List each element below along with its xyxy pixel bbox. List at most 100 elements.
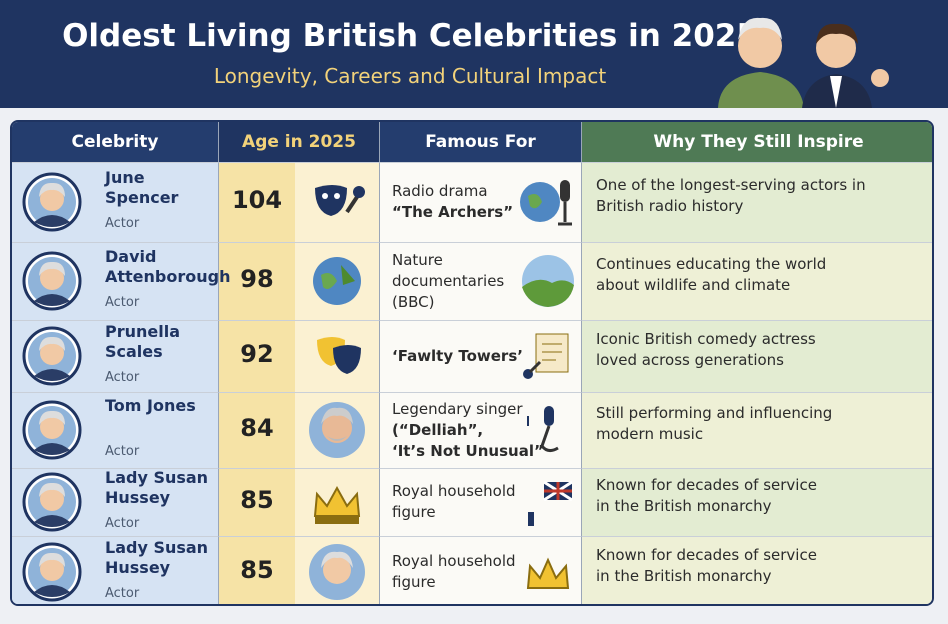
famous-text: Royal household figure xyxy=(392,481,522,523)
inspire-cell xyxy=(582,242,932,320)
age-icon xyxy=(313,257,361,305)
age-icon xyxy=(309,544,365,600)
famous-line: (“Delliah”, xyxy=(392,420,484,439)
inspire-line: Still performing and influencing xyxy=(596,404,833,422)
inspire-line: Known for decades of service xyxy=(596,546,817,564)
inspire-line: in the British monarchy xyxy=(596,567,772,585)
age-cell xyxy=(219,468,295,536)
inspire-line: modern music xyxy=(596,425,704,443)
inspire-line: in the British monarchy xyxy=(596,497,772,515)
table-row: Tom Jones Actor 84 Legendary singer (“Dellia… xyxy=(12,392,932,468)
table-row: Lady Susan Hussey Actor 85 Royal household f… xyxy=(12,536,932,604)
celebrity-name: David Attenborough xyxy=(105,247,231,286)
age: 104 xyxy=(231,186,283,214)
table-row: Lady Susan Hussey Actor 85 Royal household f… xyxy=(12,468,932,536)
age-cell xyxy=(219,536,295,604)
inspire-cell xyxy=(582,320,932,392)
famous-cell xyxy=(380,468,582,536)
column-header: Famous For xyxy=(380,122,582,162)
title: Oldest Living British Celebrities in 202… xyxy=(62,18,758,54)
avatar xyxy=(22,400,82,460)
table-row: David Attenborough Actor 98 Nature documenta… xyxy=(12,242,932,320)
age-cell xyxy=(219,320,295,392)
famous-line: ‘Fawlty Towers’ xyxy=(392,346,523,365)
inspire-text: Still performing and influencing modern m… xyxy=(596,403,926,445)
inspire-text: Known for decades of service in the Briti… xyxy=(596,545,926,587)
inspire-line: loved across generations xyxy=(596,351,784,369)
famous-icon xyxy=(522,255,574,307)
inspire-text: Known for decades of service in the Briti… xyxy=(596,475,926,517)
age-icon-cell xyxy=(295,468,380,536)
table-row: June Spencer Actor 104 Radio drama “The Arch… xyxy=(12,162,932,242)
famous-text: Radio drama “The Archers” xyxy=(392,181,522,223)
avatar xyxy=(22,172,82,232)
age: 98 xyxy=(240,265,274,293)
inspire-text: Iconic British comedy actress loved acros… xyxy=(596,329,926,371)
celebrity-name: Tom Jones xyxy=(105,396,196,415)
famous-icon xyxy=(520,180,572,226)
famous-line: Royal household xyxy=(392,482,516,500)
inspire-line: Iconic British comedy actress xyxy=(596,330,816,348)
age: 92 xyxy=(240,340,274,368)
famous-text: Royal household figure xyxy=(392,551,522,593)
famous-icon xyxy=(523,333,569,379)
inspire-line: Continues educating the world xyxy=(596,255,827,273)
famous-line: Legendary singer xyxy=(392,399,523,418)
inspire-line: Known for decades of service xyxy=(596,476,817,494)
column-header: Why They Still Inspire xyxy=(582,122,932,162)
famous-text: ‘Fawlty Towers’ xyxy=(392,346,523,367)
avatar xyxy=(22,542,82,602)
celebrity-name: June Spencer xyxy=(105,168,179,207)
age: 84 xyxy=(240,414,274,442)
famous-line: (BBC) xyxy=(392,292,435,311)
inspire-text: Continues educating the world about wildl… xyxy=(596,254,926,296)
age-cell xyxy=(219,392,295,468)
famous-text: Nature documentaries (BBC) xyxy=(392,250,522,313)
inspire-cell xyxy=(582,392,932,468)
inspire-line: about wildlife and climate xyxy=(596,276,791,294)
age-icon xyxy=(315,185,365,216)
celebrity-name: Prunella Scales xyxy=(105,322,181,361)
celebrity-name: Lady Susan Hussey xyxy=(105,468,209,507)
age: 85 xyxy=(240,556,274,584)
avatar xyxy=(22,326,82,386)
age: 85 xyxy=(240,486,274,514)
header-illustration xyxy=(718,17,889,108)
famous-icon xyxy=(526,557,570,589)
famous-line: ‘It’s Not Unusual” xyxy=(392,441,544,460)
age-cell xyxy=(219,242,295,320)
inspire-text: One of the longest-serving actors in Brit… xyxy=(596,175,926,217)
inspire-line: British radio history xyxy=(596,197,744,215)
inspire-line: One of the longest-serving actors in xyxy=(596,176,866,194)
famous-text: Legendary singer (“Delliah”, ‘It’s Not Unu… xyxy=(392,399,544,462)
header-band: Oldest Living British Celebrities in 202… xyxy=(0,0,948,108)
inspire-cell xyxy=(582,536,932,604)
celebrity-role: Actor xyxy=(105,516,140,531)
celebrity-role: Actor xyxy=(105,370,140,385)
famous-icon xyxy=(527,406,559,453)
age-cell xyxy=(219,162,295,242)
subtitle: Longevity, Careers and Cultural Impact xyxy=(213,64,607,88)
table: Celebrity Age in 2025 Famous For Why They S… xyxy=(10,120,934,606)
famous-line: documentaries xyxy=(392,271,505,290)
age-icon xyxy=(309,402,365,458)
age-icon xyxy=(313,485,361,524)
famous-line: figure xyxy=(392,503,436,521)
famous-line: Royal household xyxy=(392,552,516,570)
inspire-cell xyxy=(582,468,932,536)
column-header: Age in 2025 xyxy=(219,122,380,162)
avatar xyxy=(22,472,82,532)
celebrity-role: Actor xyxy=(105,295,140,310)
famous-line: “The Archers” xyxy=(392,203,514,221)
age-icon xyxy=(317,337,361,374)
table-row: Prunella Scales Actor 92 ‘Fawlty Towers’ Ico… xyxy=(12,320,932,392)
avatar xyxy=(22,251,82,311)
column-header: Celebrity xyxy=(12,122,219,162)
celebrity-role: Actor xyxy=(105,216,140,231)
famous-icon xyxy=(528,480,573,526)
celebrity-role: Actor xyxy=(105,586,140,601)
celebrity-name: Lady Susan Hussey xyxy=(105,538,209,577)
inspire-cell xyxy=(582,162,932,242)
celebrity-role: Actor xyxy=(105,444,140,459)
